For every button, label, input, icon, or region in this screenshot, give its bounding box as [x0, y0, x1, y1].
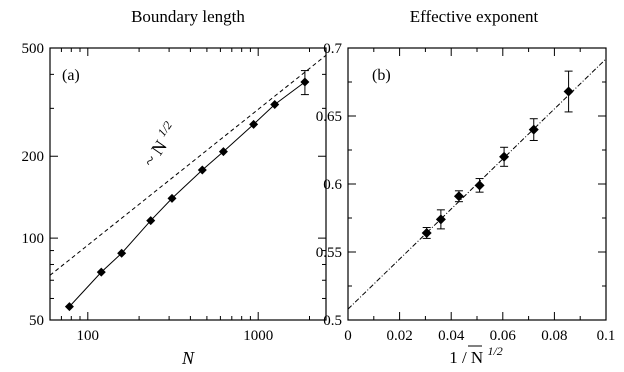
panel-a-data-point — [64, 302, 74, 312]
panel-a-title: Boundary length — [131, 7, 245, 26]
panel-a-data-point — [218, 147, 228, 157]
panel-a-ytick-label: 200 — [22, 149, 45, 165]
panel-a: Boundary length 100 1000 50 100 200 500 (a) ~… — [22, 7, 327, 368]
panel-a-ytick-label: 50 — [29, 313, 44, 329]
panel-a-data-point — [146, 216, 156, 226]
panel-b-xtick-label: 0.02 — [386, 328, 412, 344]
panel-b-data-point — [421, 227, 432, 238]
panel-a-frame — [49, 47, 327, 321]
panel-a-series-line — [69, 81, 306, 307]
panel-b-xtick-label: 0.04 — [438, 328, 465, 344]
panel-a-label: (a) — [62, 67, 80, 84]
panel-a-data-point — [300, 77, 310, 87]
panel-b-xtick-label: 0 — [344, 328, 352, 344]
panel-b-ytick-label: 0.6 — [323, 177, 342, 193]
panel-b-xlabel-text: 1 / N — [449, 348, 483, 367]
panel-b-xtick-label: 0.06 — [490, 328, 517, 344]
panel-a-data-point — [270, 99, 280, 109]
panel-a-data-point — [117, 248, 127, 258]
panel-b-ytick-label: 0.65 — [316, 109, 342, 125]
panel-b-data-point — [528, 124, 539, 135]
panel-b-plot-area: 0 0.02 0.04 0.06 0.08 0.1 0.5 0.55 0.6 0.65 0.7 — [316, 41, 616, 344]
panel-a-ytick-label: 500 — [22, 41, 45, 57]
panel-a-xtick-label: 100 — [77, 328, 100, 344]
panel-b-xlabel-exponent: 1/2 — [487, 344, 502, 358]
panel-b-data-point — [453, 191, 464, 202]
power-law-annotation-text: ~ N — [139, 137, 171, 171]
panel-b-xtick-label: 0.08 — [541, 328, 567, 344]
panel-b-ytick-label: 0.55 — [316, 245, 342, 261]
panel-b-ytick-label: 0.7 — [323, 41, 342, 57]
panel-a-data-point — [197, 165, 207, 175]
panel-a-ytick-label: 100 — [22, 231, 45, 247]
panel-a-data-point — [249, 119, 259, 129]
panel-b-title: Effective exponent — [410, 7, 539, 26]
panel-a-xtick-label: 1000 — [243, 328, 273, 344]
panel-b: Effective exponent 0 0.02 0.04 0.06 0.08 0.10… — [316, 7, 616, 367]
panel-b-data-point — [474, 180, 485, 191]
power-law-annotation: ~ N 1/2 — [136, 119, 182, 171]
panel-b-xlabel: 1 / N 1/2 — [449, 344, 503, 367]
panel-b-data-point — [435, 214, 446, 225]
panel-b-frame — [347, 47, 607, 321]
panel-a-data-point — [167, 193, 177, 203]
panel-a-xlabel: N — [181, 348, 195, 368]
panel-a-plot-area: 100 1000 50 100 200 500 — [22, 41, 327, 344]
panel-b-data-point — [499, 151, 510, 162]
power-law-annotation-exponent: 1/2 — [155, 119, 175, 140]
panel-b-xtick-label: 0.1 — [597, 328, 616, 344]
panel-b-ytick-label: 0.5 — [323, 313, 342, 329]
panel-b-data-point — [563, 86, 574, 97]
panel-a-data-point — [96, 267, 106, 277]
panel-b-label: (b) — [372, 67, 391, 84]
panel-a-reference-line — [49, 54, 327, 276]
